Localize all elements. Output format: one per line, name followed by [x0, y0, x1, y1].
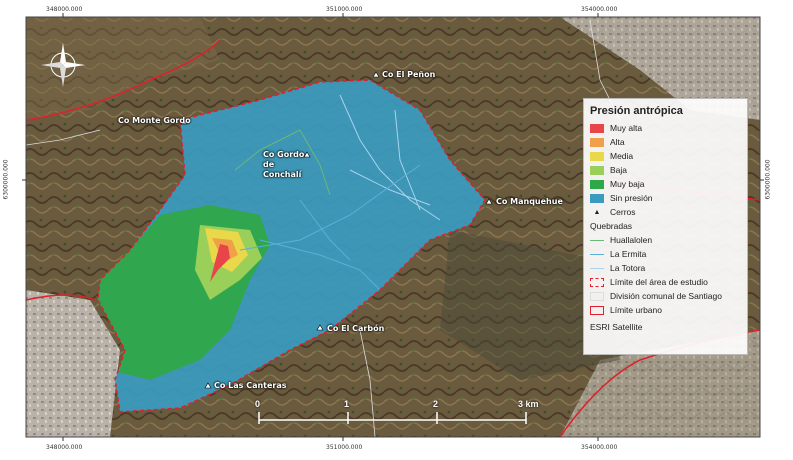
legend-item: Muy alta	[590, 121, 741, 135]
legend-label: Media	[610, 151, 634, 161]
legend-label: La Ermita	[610, 249, 647, 259]
cerro-marker-icon	[316, 324, 324, 331]
coord-label-top: 351000.000	[326, 6, 363, 13]
legend-label: Baja	[610, 165, 628, 175]
map-frame	[25, 16, 761, 438]
line-swatch	[590, 267, 604, 269]
coord-label-top: 348000.000	[46, 6, 83, 13]
urban-limit-line	[26, 294, 96, 301]
legend-label: Sin presión	[610, 193, 653, 203]
legend-item: Baja	[590, 163, 741, 177]
study-area-boundary	[97, 79, 486, 413]
line-swatch	[590, 239, 604, 241]
legend-label: Muy baja	[610, 179, 645, 189]
legend-item: Sin presión	[590, 191, 741, 205]
urban-area-northeast	[560, 17, 760, 120]
legend-source: ESRI Satellite	[590, 320, 741, 334]
urban-area-southeast	[560, 330, 760, 437]
line-swatch	[590, 253, 604, 255]
peak-label: Co El Carbón	[327, 324, 385, 333]
legend-label: Huallalolen	[610, 235, 653, 245]
swatch-muy-alta	[590, 123, 604, 133]
stream-huallalolen	[234, 129, 331, 196]
grid-ticks	[22, 13, 764, 441]
swatch-urban-limit	[590, 305, 604, 315]
legend-item: División comunal de Santiago	[590, 289, 741, 303]
peak-label: Co Manquehue	[496, 197, 563, 206]
legend-label: División comunal de Santiago	[610, 291, 722, 301]
coord-label-bottom: 348000.000	[46, 444, 83, 451]
swatch-muy-baja	[590, 179, 604, 189]
legend-item: Alta	[590, 135, 741, 149]
scale-label: 1	[344, 399, 350, 409]
legend-item: ▲ Cerros	[590, 205, 741, 219]
cerro-marker-icon	[372, 71, 380, 78]
urban-area-west	[26, 290, 120, 437]
road	[359, 329, 376, 437]
legend-subtitle: Quebradas	[590, 221, 633, 231]
coord-label-bottom: 351000.000	[326, 444, 363, 451]
peak-markers	[180, 71, 493, 389]
peak-label: Co Gordo de Conchalí	[263, 150, 305, 179]
cerro-marker-icon	[180, 118, 188, 125]
coord-label-bottom: 354000.000	[581, 444, 618, 451]
swatch-alta	[590, 137, 604, 147]
legend-item: La Totora	[590, 261, 741, 275]
legend-title: Presión antrópica	[590, 105, 683, 117]
legend-item: La Ermita	[590, 247, 741, 261]
cerro-marker-icon: ▲	[593, 208, 601, 216]
scale-bar	[258, 412, 527, 424]
legend-label: Cerros	[610, 207, 636, 217]
scale-label: 2	[433, 399, 439, 409]
swatch-baja	[590, 165, 604, 175]
swatch-comuna	[590, 291, 604, 301]
swatch-media	[590, 151, 604, 161]
coord-label-right: 6300000.000	[764, 159, 772, 200]
swatch-study-area	[590, 277, 604, 287]
legend-label: Límite del área de estudio	[610, 277, 708, 287]
legend-label: La Totora	[610, 263, 646, 273]
legend-item: Muy baja	[590, 177, 741, 191]
legend-label: Muy alta	[610, 123, 643, 133]
legend-item: Media	[590, 149, 741, 163]
road	[26, 129, 101, 146]
north-arrow-icon	[41, 43, 85, 87]
urban-limit-line	[26, 39, 221, 121]
cerro-marker-icon	[303, 151, 311, 158]
zone-muy-alta	[210, 244, 230, 282]
cerro-marker-icon	[485, 198, 493, 205]
cerro-marker-icon	[204, 382, 212, 389]
legend-label: ESRI Satellite	[590, 322, 643, 332]
swatch-sin-presion	[590, 193, 604, 203]
legend-label: Límite urbano	[610, 305, 662, 315]
scale-label: 3 km	[518, 399, 539, 409]
coord-label-top: 354000.000	[581, 6, 618, 13]
peak-label: Co El Peñon	[382, 70, 436, 79]
scale-label: 0	[255, 399, 261, 409]
peak-label: Co Monte Gordo	[118, 116, 191, 125]
legend-label: Alta	[610, 137, 625, 147]
coord-label-left: 6300000.000	[2, 159, 10, 200]
map-legend: Presión antrópica Muy alta Alta Media Ba…	[583, 98, 748, 355]
legend-item: Límite del área de estudio	[590, 275, 741, 289]
peak-label: Co Las Canteras	[214, 381, 287, 390]
stream-la-totora	[339, 94, 441, 221]
stream-la-ermita	[239, 164, 421, 291]
legend-item: Huallalolen	[590, 233, 741, 247]
legend-item: Límite urbano	[590, 303, 741, 317]
